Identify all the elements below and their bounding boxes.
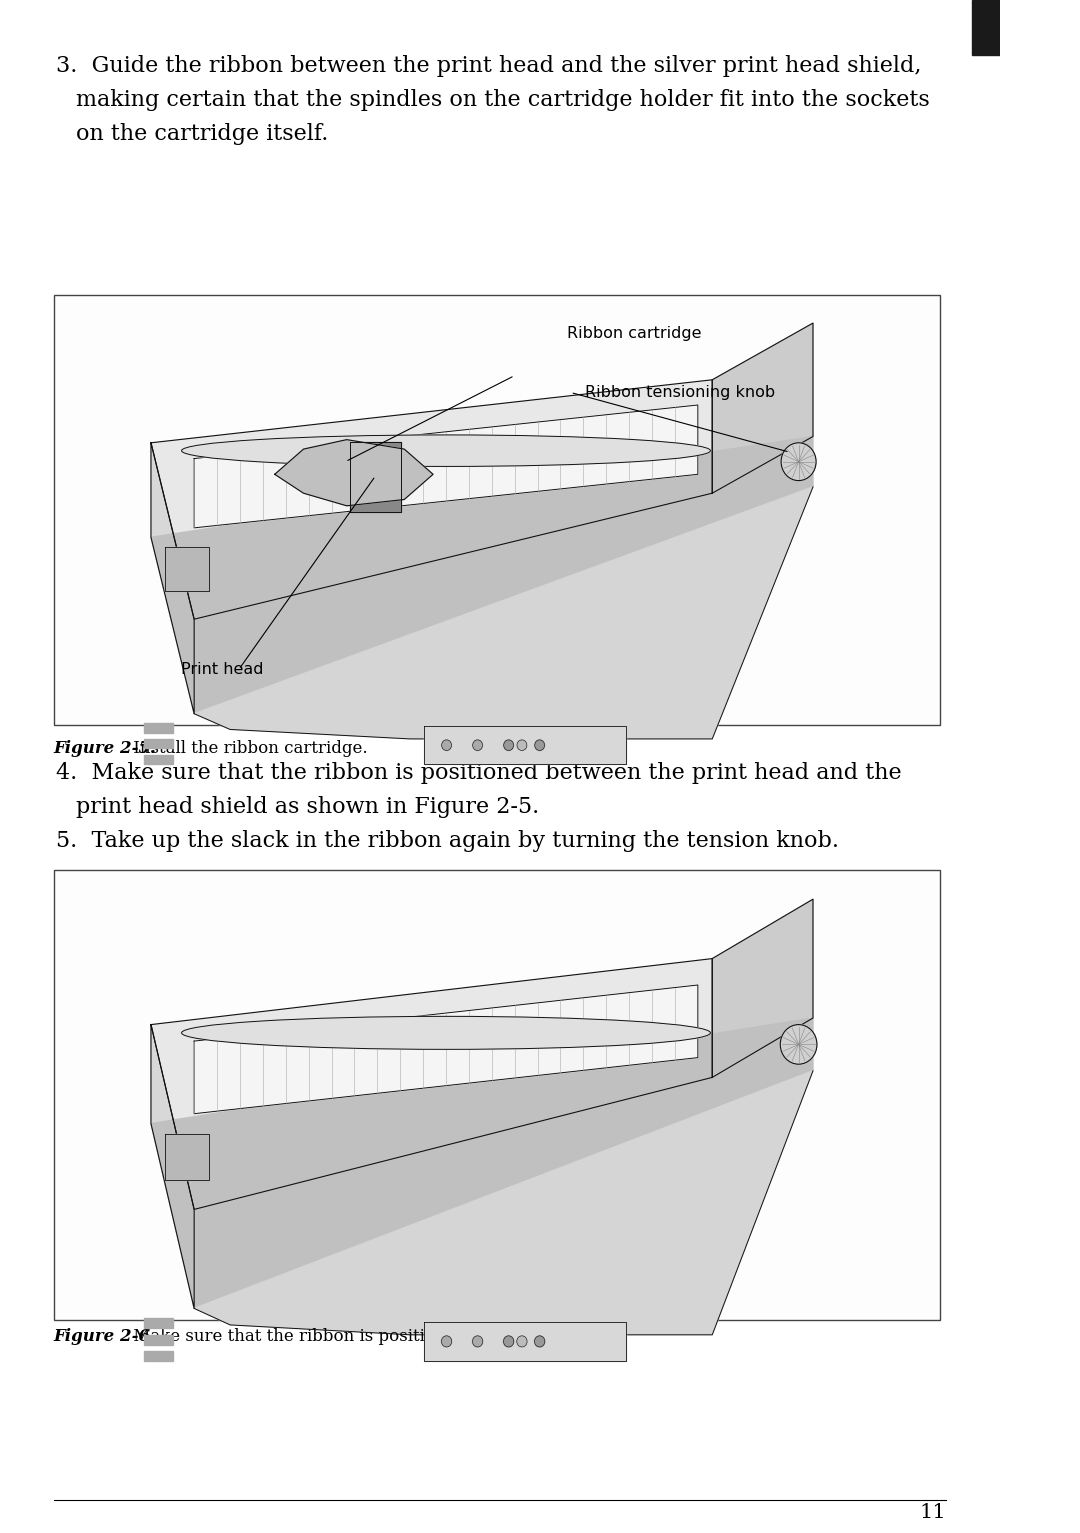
- Circle shape: [503, 1335, 514, 1348]
- Text: on the cartridge itself.: on the cartridge itself.: [76, 123, 328, 146]
- Polygon shape: [151, 1024, 194, 1308]
- Polygon shape: [194, 986, 698, 1113]
- Text: Print head: Print head: [181, 662, 264, 678]
- Polygon shape: [144, 739, 173, 748]
- Polygon shape: [144, 1318, 173, 1328]
- Bar: [54, 871, 941, 1320]
- Text: 4.  Make sure that the ribbon is positioned between the print head and the: 4. Make sure that the ribbon is position…: [55, 762, 901, 783]
- Circle shape: [780, 1024, 816, 1064]
- Polygon shape: [144, 1351, 173, 1361]
- Polygon shape: [712, 900, 813, 1078]
- Bar: [972, 0, 1000, 55]
- Text: Figure 2-5.: Figure 2-5.: [54, 740, 157, 757]
- Text: 5.  Take up the slack in the ribbon again by turning the tension knob.: 5. Take up the slack in the ribbon again…: [55, 829, 838, 852]
- Circle shape: [473, 740, 483, 751]
- Polygon shape: [144, 754, 173, 763]
- Text: making certain that the spindles on the cartridge holder fit into the sockets: making certain that the spindles on the …: [76, 89, 930, 110]
- Polygon shape: [424, 1321, 626, 1361]
- Polygon shape: [151, 958, 712, 1210]
- Circle shape: [442, 1335, 451, 1348]
- Polygon shape: [194, 487, 813, 739]
- Bar: [54, 294, 941, 725]
- Text: print head shield as shown in Figure 2-5.: print head shield as shown in Figure 2-5…: [76, 796, 539, 819]
- Polygon shape: [151, 437, 813, 714]
- Polygon shape: [165, 547, 208, 590]
- Polygon shape: [350, 443, 401, 512]
- Circle shape: [517, 1335, 527, 1348]
- Polygon shape: [151, 443, 194, 714]
- Text: Make sure that the ribbon is positioned correctly.: Make sure that the ribbon is positioned …: [127, 1328, 550, 1344]
- Polygon shape: [274, 440, 433, 506]
- Ellipse shape: [181, 435, 711, 466]
- Polygon shape: [144, 724, 173, 733]
- Circle shape: [535, 740, 544, 751]
- Circle shape: [535, 1335, 544, 1348]
- Text: 3.  Guide the ribbon between the print head and the silver print head shield,: 3. Guide the ribbon between the print he…: [55, 55, 921, 77]
- Text: Ribbon tensioning knob: Ribbon tensioning knob: [585, 385, 775, 400]
- Polygon shape: [151, 380, 712, 619]
- Ellipse shape: [181, 1016, 711, 1050]
- Circle shape: [442, 740, 451, 751]
- Polygon shape: [194, 1070, 813, 1335]
- Polygon shape: [165, 1133, 208, 1180]
- Text: Figure 2-6.: Figure 2-6.: [54, 1328, 157, 1344]
- Text: Ribbon cartridge: Ribbon cartridge: [567, 327, 702, 342]
- Polygon shape: [144, 1335, 173, 1344]
- Polygon shape: [424, 727, 626, 763]
- Circle shape: [472, 1335, 483, 1348]
- Polygon shape: [151, 1018, 813, 1308]
- Circle shape: [517, 740, 527, 751]
- Polygon shape: [712, 323, 813, 494]
- Text: 11: 11: [919, 1502, 946, 1522]
- Circle shape: [781, 443, 816, 481]
- Text: Install the ribbon cartridge.: Install the ribbon cartridge.: [127, 740, 367, 757]
- Polygon shape: [194, 405, 698, 527]
- Circle shape: [503, 740, 513, 751]
